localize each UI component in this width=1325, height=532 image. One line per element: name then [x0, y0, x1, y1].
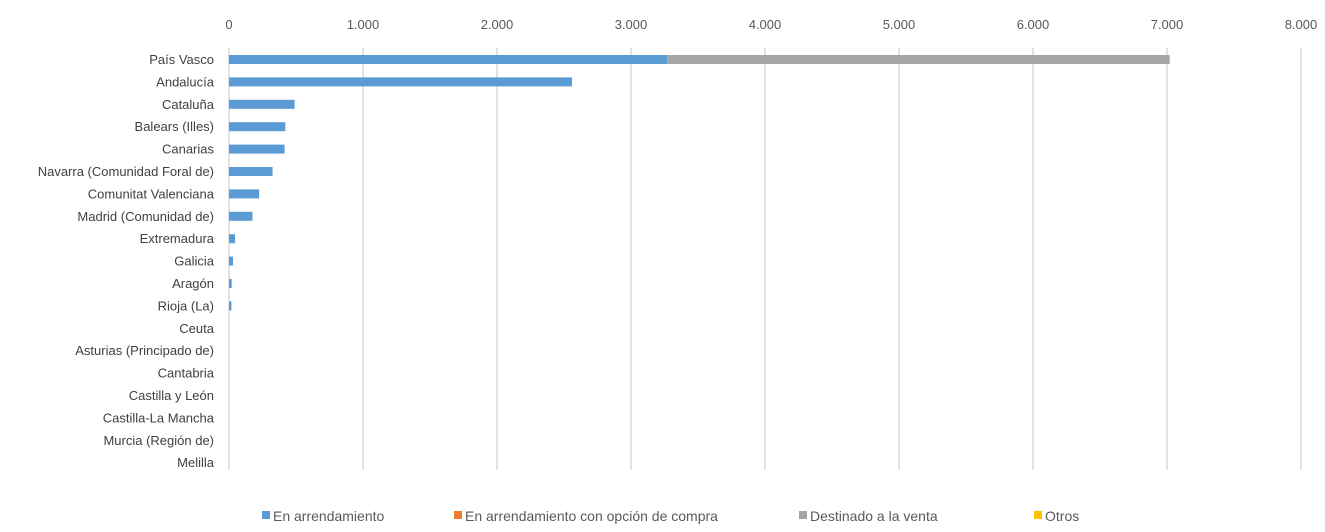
category-axis: País Vasco Andalucía Cataluña Balears (Ille… [38, 52, 215, 470]
x-tick-label: 7.000 [1151, 17, 1184, 32]
bar-segment-series-0 [229, 279, 232, 288]
x-tick-label: 1.000 [347, 17, 380, 32]
legend-swatch [799, 511, 807, 519]
category-label: Extremadura [140, 231, 215, 246]
x-tick-label: 2.000 [481, 17, 514, 32]
legend-swatch [262, 511, 270, 519]
legend-swatch [1034, 511, 1042, 519]
category-label: Andalucía [156, 74, 215, 89]
category-label: Canarias [162, 142, 215, 157]
category-label: Murcia (Región de) [103, 433, 214, 448]
bar-segment-series-0 [229, 234, 236, 244]
x-tick-label: 6.000 [1017, 17, 1050, 32]
category-label: Castilla y León [129, 388, 214, 403]
bar-segment-series-0 [229, 144, 285, 154]
bar-segment-series-0 [229, 211, 253, 221]
bar-segment-series-0 [229, 167, 273, 176]
category-label: Cantabria [158, 366, 215, 381]
category-label: Navarra (Comunidad Foral de) [38, 164, 214, 179]
bar-segment-series-0 [229, 189, 260, 199]
bar-segment-series-2 [667, 55, 1170, 64]
legend-label: En arrendamiento con opción de compra [465, 508, 718, 524]
legend-label: En arrendamiento [273, 508, 385, 524]
x-tick-label: 8.000 [1285, 17, 1318, 32]
category-label: Asturias (Principado de) [75, 343, 214, 358]
legend-label: Destinado a la venta [810, 508, 938, 524]
category-label: Rioja (La) [158, 298, 214, 313]
bars [229, 55, 1170, 311]
legend-label: Otros [1045, 508, 1079, 524]
legend-swatch [454, 511, 462, 519]
category-label: Madrid (Comunidad de) [77, 209, 214, 224]
category-label: Aragón [172, 276, 214, 291]
bar-segment-series-0 [229, 77, 573, 87]
category-label: Melilla [177, 455, 215, 470]
category-label: País Vasco [149, 52, 214, 67]
category-label: Comunitat Valenciana [88, 186, 215, 201]
gridlines [228, 48, 1302, 470]
category-label: Cataluña [162, 97, 215, 112]
bar-segment-series-0 [229, 55, 668, 64]
x-tick-label: 0 [225, 17, 232, 32]
bar-segment-series-0 [229, 122, 286, 132]
x-tick-label: 3.000 [615, 17, 648, 32]
category-label: Galicia [174, 254, 215, 269]
category-label: Balears (Illes) [135, 119, 214, 134]
x-tick-label: 4.000 [749, 17, 782, 32]
category-label: Ceuta [179, 321, 214, 336]
x-tick-label: 5.000 [883, 17, 916, 32]
bar-segment-series-0 [229, 99, 295, 109]
x-axis-ticks: 0 1.000 2.000 3.000 4.000 5.000 6.000 7.000 8.00… [225, 17, 1317, 32]
category-label: Castilla-La Mancha [103, 410, 215, 425]
bar-segment-series-0 [229, 301, 232, 311]
bar-segment-series-0 [229, 256, 234, 266]
legend: En arrendamiento En arrendamiento con opc… [262, 508, 1079, 524]
